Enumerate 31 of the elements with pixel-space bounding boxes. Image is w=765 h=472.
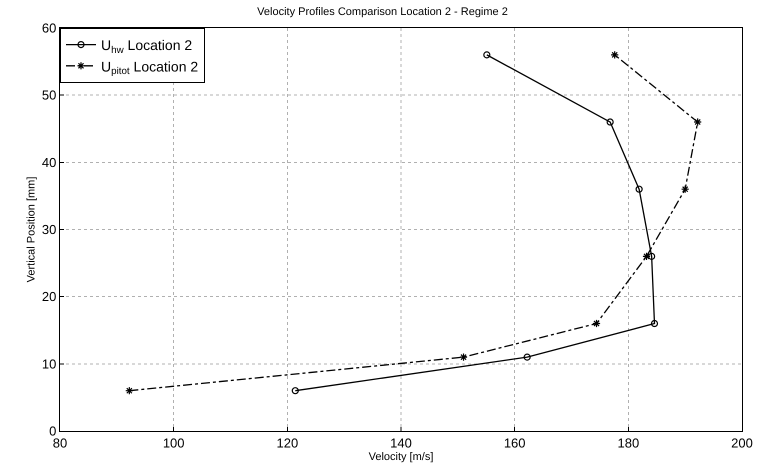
chart-title: Velocity Profiles Comparison Location 2 - Regime 2 bbox=[257, 6, 508, 18]
point bbox=[693, 118, 702, 126]
y-tick-label: 50 bbox=[42, 88, 56, 103]
point bbox=[610, 50, 619, 60]
point bbox=[606, 118, 614, 126]
point bbox=[680, 185, 690, 194]
x-tick-label: 200 bbox=[731, 436, 753, 451]
point bbox=[524, 354, 531, 361]
x-tick-label: 100 bbox=[162, 436, 185, 451]
y-axis-title: Vertical Position [mm] bbox=[26, 176, 38, 282]
x-tick-label: 140 bbox=[390, 436, 412, 451]
point bbox=[459, 352, 468, 362]
x-tick-label: 180 bbox=[617, 436, 640, 451]
point bbox=[483, 51, 490, 58]
y-tick-label: 60 bbox=[42, 20, 56, 36]
point bbox=[592, 319, 601, 328]
point bbox=[642, 252, 651, 261]
y-tick-label: 20 bbox=[42, 289, 56, 304]
x-tick-label: 160 bbox=[504, 436, 526, 451]
x-axis-title: Velocity [m/s] bbox=[368, 450, 434, 463]
point bbox=[292, 387, 299, 394]
point bbox=[636, 186, 643, 193]
y-tick-label: 40 bbox=[42, 154, 56, 170]
point bbox=[648, 252, 656, 260]
y-tick-label: 10 bbox=[42, 356, 56, 372]
y-tick-label: 30 bbox=[42, 222, 56, 238]
x-tick-label: 120 bbox=[276, 436, 298, 451]
point bbox=[650, 320, 658, 328]
legend-label: U$_{hw}$ Location 2 bbox=[101, 37, 192, 56]
point bbox=[125, 386, 134, 395]
legend-label: U$_{pitot}$ Location 2 bbox=[101, 58, 198, 78]
